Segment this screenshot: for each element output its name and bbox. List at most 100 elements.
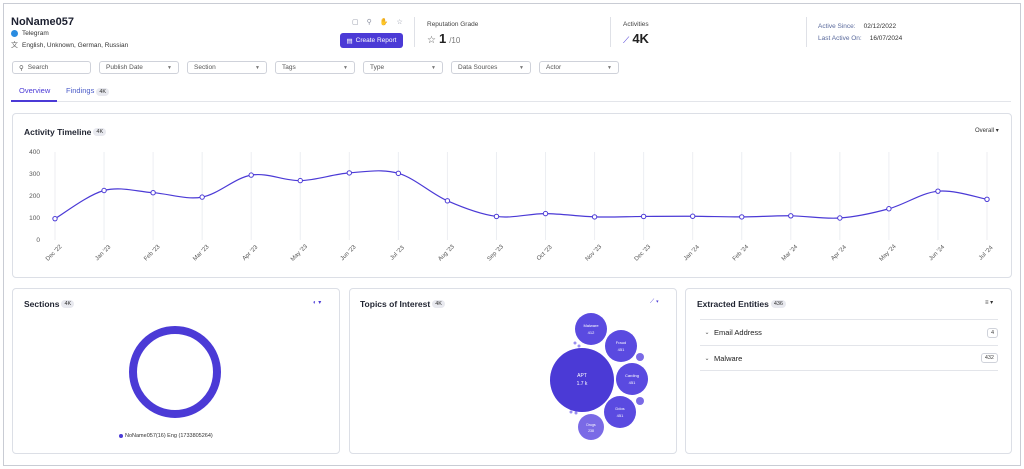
count-badge: 4K [432,300,445,308]
x-tick-label: Oct '23 [536,244,554,262]
chevron-down-icon[interactable]: ⌄ [704,355,710,362]
y-tick-label: 100 [29,215,40,222]
overall-dropdown[interactable]: Overall ▾ [975,127,999,134]
bubble-small[interactable] [636,397,644,405]
data-point [493,213,500,220]
entity-row-malware[interactable]: ⌄ Malware 432 [700,345,998,371]
data-point [739,214,745,220]
caret-down-icon: ▾ [995,128,999,134]
x-tick-label: Mar '24 [781,244,800,263]
x-tick-label: Dec '23 [634,244,653,263]
bubble-small [573,341,577,345]
filter-actor[interactable]: Actor ▼ [539,61,619,74]
x-tick-label: Jul '23 [389,245,406,262]
star-icon[interactable]: ☆ [396,19,403,26]
entities-panel [685,288,1012,454]
search-icon: ⚲ [19,64,24,72]
filter-data-sources[interactable]: Data Sources ▼ [451,61,531,74]
entities-title: Extracted Entities 436 [697,299,786,309]
active-since-value: 02/12/2022 [863,23,897,30]
bubble-drugs[interactable] [578,414,604,440]
list-options-dropdown[interactable]: ≡ ▾ [985,300,994,306]
x-tick-label: Mar '23 [192,244,211,263]
filter-tags[interactable]: Tags ▼ [275,61,355,74]
bubble-fraud[interactable] [605,330,637,362]
chevron-down-icon[interactable]: ⌄ [704,330,710,336]
tab-divider [11,101,1011,102]
person-icon[interactable]: ⚲ [366,19,372,26]
last-active-value: 16/07/2024 [869,35,903,42]
x-tick-label: Jan '23 [94,244,112,262]
caret-down-icon: ▼ [343,64,348,71]
x-tick-label: Jun '23 [340,244,358,262]
divider [806,17,807,47]
caret-down-icon: ▼ [519,64,524,71]
filter-label: Type [370,64,385,71]
count-badge: 436 [770,300,786,308]
bubble-apt[interactable] [550,348,614,412]
activities-stat: ⟋ 4K [623,31,649,46]
caret-down-icon: ▼ [255,64,260,71]
filter-label: Actor [546,64,562,71]
chart-type-dropdown[interactable]: ◐ ▾ [313,300,322,306]
topics-title-text: Topics of Interest [360,299,431,309]
search-input[interactable]: ⚲ Search [12,61,91,74]
bubble-small [569,410,573,414]
entity-row-email[interactable]: ⌄ Email Address 4 [700,319,998,345]
legend-swatch [119,434,123,438]
bubble-malware[interactable] [575,313,607,345]
bubble-ddos[interactable] [604,396,636,428]
data-point [788,213,794,219]
sections-title-text: Sections [24,299,60,309]
data-point [199,194,205,200]
star-outline-icon: ☆ [427,35,436,46]
bubble-label: APT [577,373,587,379]
filter-publish-date[interactable]: Publish Date ▼ [99,61,179,74]
bubble-label: Drugs [586,423,596,427]
activity-timeline-panel [12,113,1012,278]
tab-findings-label: Findings [66,86,95,95]
x-tick-label: May '23 [290,243,309,262]
timeline-title: Activity Timeline 4K [24,127,107,137]
filter-section[interactable]: Section ▼ [187,61,267,74]
hand-icon[interactable]: ✋ [379,19,389,26]
header-actions: ▢ ⚲ ✋ ☆ [352,18,403,26]
count-badge: 4K [93,128,107,136]
data-point [689,213,696,219]
briefcase-icon[interactable]: ▢ [352,19,359,26]
tab-overview[interactable]: Overview [19,86,51,95]
bubble-small [574,411,578,415]
data-point [101,187,107,194]
active-since-label: Active Since: [818,23,856,30]
bubble-value: 451 [617,413,624,418]
filter-type[interactable]: Type ▼ [363,61,443,74]
x-tick-label: Apr '24 [830,244,848,262]
topics-bubble-chart: APT 1.7 k Malware 412 Fraud 451 Carding … [550,313,648,440]
data-point [837,215,843,221]
tab-findings[interactable]: Findings 4K [66,86,110,96]
bubble-carding[interactable] [616,363,648,395]
data-point [52,215,58,222]
data-point [640,213,647,220]
bubble-value: 238 [588,429,594,433]
y-tick-label: 200 [29,193,40,200]
chart-type-dropdown[interactable]: ⟋ ▾ [650,299,659,305]
y-tick-label: 300 [29,171,40,178]
bubble-value: 451 [629,380,636,385]
bubble-small[interactable] [636,353,644,361]
sections-donut-chart [119,326,221,438]
data-point [984,196,990,203]
translate-icon: 文 [11,42,18,49]
overall-label: Overall [975,128,995,134]
active-tab-indicator [11,100,57,102]
data-point [444,198,451,204]
sections-legend-label: NoName057(16) Eng (1733805264) [125,433,213,439]
data-point [935,188,941,194]
y-tick-label: 400 [29,149,40,156]
reputation-label: Reputation Grade [427,21,479,28]
bubble-label: Ddos [615,406,624,411]
create-report-button[interactable]: ▤ Create Report [340,33,403,48]
reputation-max: /10 [449,36,461,45]
platform-row: Telegram [11,30,49,37]
